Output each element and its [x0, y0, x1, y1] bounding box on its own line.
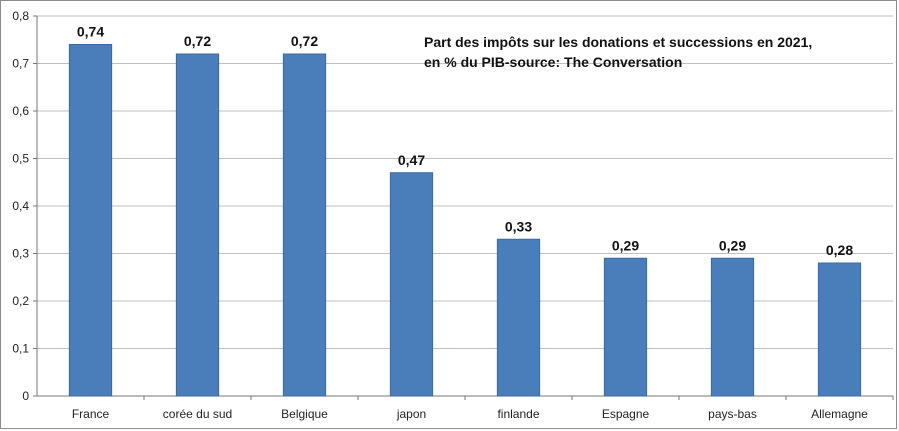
bar	[496, 238, 541, 397]
y-tick-label: 0,7	[12, 57, 29, 71]
y-tick-label: 0,3	[12, 247, 29, 261]
bar	[603, 257, 648, 397]
bar	[710, 257, 755, 397]
y-tick-label: 0,1	[12, 342, 29, 356]
bar	[68, 44, 113, 397]
bar	[175, 53, 220, 397]
bar	[817, 262, 862, 397]
data-label: 0,74	[77, 24, 104, 40]
x-tick-label: Belgique	[281, 407, 328, 421]
x-tick-label: finlande	[497, 407, 539, 421]
y-tick-label: 0	[22, 389, 29, 403]
x-tick-label: corée du sud	[163, 407, 232, 421]
data-label: 0,47	[398, 152, 425, 168]
data-label: 0,72	[291, 33, 318, 49]
bar	[389, 172, 434, 397]
bar	[282, 53, 327, 397]
data-label: 0,72	[184, 33, 211, 49]
x-tick-label: France	[72, 407, 110, 421]
x-tick-label: pays-bas	[708, 407, 757, 421]
chart-title: Part des impôts sur les donations et suc…	[424, 34, 813, 70]
y-tick-label: 0,8	[12, 9, 29, 23]
x-tick-label: japon	[396, 407, 426, 421]
data-label: 0,29	[612, 237, 639, 253]
y-tick-label: 0,5	[12, 152, 29, 166]
y-tick-label: 0,2	[12, 294, 29, 308]
data-label: 0,29	[719, 237, 746, 253]
x-tick-label: Allemagne	[811, 407, 868, 421]
data-label: 0,28	[826, 242, 853, 258]
data-label: 0,33	[505, 218, 532, 234]
y-tick-label: 0,6	[12, 104, 29, 118]
y-tick-label: 0,4	[12, 199, 29, 213]
x-tick-label: Espagne	[602, 407, 650, 421]
